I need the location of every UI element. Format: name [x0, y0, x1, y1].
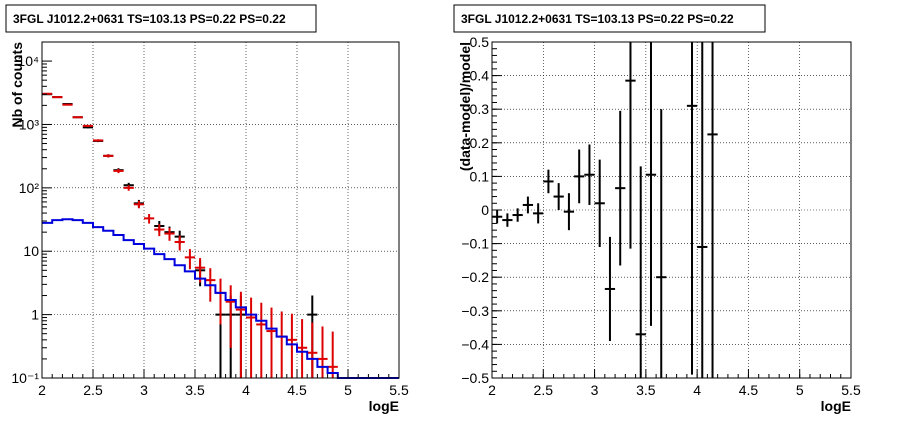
data-point [276, 311, 287, 378]
data-point [522, 196, 534, 214]
counts-title-box [5, 4, 317, 33]
y-tick-label: 0.1 [470, 168, 490, 184]
data-point [174, 235, 185, 251]
y-tick-label: 10² [19, 180, 40, 196]
data-point [707, 42, 718, 378]
data-point [72, 116, 83, 119]
data-point [512, 208, 523, 222]
residual-title-box [453, 4, 766, 33]
data-point [327, 331, 338, 378]
data-point [297, 319, 308, 378]
x-tick-label: 5 [344, 382, 352, 398]
data-point [625, 42, 636, 249]
x-tick-label: 4 [693, 382, 701, 398]
x-tick-label: 4.5 [287, 382, 307, 398]
data-point [635, 166, 646, 378]
y-tick-label: 0.4 [470, 68, 490, 84]
x-tick-label: 2.5 [83, 382, 103, 398]
y-tick-label: 10 [23, 243, 39, 259]
counts-panel: 3FGL J1012.2+0631 TS=103.13 PS=0.22 PS=0… [5, 4, 409, 414]
data-point [82, 124, 93, 127]
y-tick-label: 10⁻¹ [11, 370, 39, 386]
y-tick-label: −0.5 [461, 370, 489, 386]
y-tick-label: 0.2 [470, 135, 490, 151]
data-point [164, 227, 175, 241]
data-point [656, 109, 667, 378]
model-step-line [42, 218, 399, 379]
residual-ticks: 2 2.5 3 3.5 4 4.5 5 5.5 −0.5 −0.4 −0.3 −0.2 −0.1 0 0.1… [461, 34, 861, 398]
residual-grid [492, 42, 851, 378]
residual-panel: 3FGL J1012.2+0631 TS=103.13 PS=0.22 PS=0… [453, 4, 861, 414]
data-point [266, 307, 277, 378]
data-point [246, 297, 257, 378]
x-tick-label: 5.5 [841, 382, 861, 398]
data-point [502, 213, 513, 227]
data-point [184, 249, 195, 270]
x-tick-label: 3.5 [185, 382, 205, 398]
y-tick-label: −0.1 [461, 236, 489, 252]
counts-xlabel: logE [369, 398, 399, 414]
residual-title: 3FGL J1012.2+0631 TS=103.13 PS=0.22 PS=0… [461, 12, 734, 26]
data-point [574, 149, 585, 204]
counts-title: 3FGL J1012.2+0631 TS=103.13 PS=0.22 PS=0… [13, 12, 286, 26]
y-tick-label: −0.3 [461, 303, 489, 319]
data-point [215, 278, 226, 325]
data-point [256, 302, 267, 378]
x-tick-label: 3 [591, 382, 599, 398]
data-point [604, 236, 616, 342]
counts-ylabel: Nb of counts [9, 42, 25, 128]
data-point [307, 322, 318, 378]
x-tick-label: 3.5 [636, 382, 656, 398]
data-point [103, 154, 114, 158]
data-point [645, 42, 657, 326]
data-point [563, 193, 575, 231]
data-point [584, 144, 595, 205]
residual-xlabel: logE [821, 398, 851, 414]
data-point [93, 139, 104, 142]
data-point [154, 224, 165, 237]
y-tick-label: 10⁴ [17, 53, 39, 69]
counts-grid [42, 42, 399, 378]
x-tick-label: 2 [488, 382, 496, 398]
data-point [225, 285, 236, 348]
y-tick-label: −0.2 [461, 269, 489, 285]
x-tick-label: 3 [140, 382, 148, 398]
residual-frame [491, 41, 852, 379]
x-tick-label: 5.5 [389, 382, 409, 398]
data-point [235, 291, 246, 378]
x-tick-label: 4.5 [739, 382, 759, 398]
x-tick-label: 2.5 [534, 382, 554, 398]
x-tick-label: 5 [796, 382, 804, 398]
y-tick-label: 10³ [19, 116, 40, 132]
counts-frame [41, 41, 400, 379]
y-tick-label: 1 [31, 307, 39, 323]
y-tick-label: 0.3 [470, 101, 490, 117]
data-point [594, 159, 605, 247]
data-point [123, 185, 134, 191]
data-point [133, 200, 144, 209]
residual-marks [492, 42, 718, 378]
data-point [697, 42, 708, 378]
x-tick-label: 2 [38, 382, 46, 398]
data-point [533, 203, 544, 224]
data-point [113, 168, 124, 174]
x-tick-label: 4 [242, 382, 250, 398]
data-point [52, 96, 63, 99]
residual-ylabel: (data-model)/model [457, 42, 473, 171]
data-point [543, 169, 554, 194]
data-point [317, 326, 328, 378]
y-tick-label: −0.4 [461, 336, 489, 352]
data-point [286, 313, 297, 378]
data-point [62, 103, 73, 106]
data-point [615, 110, 626, 266]
counts-marks [42, 92, 399, 379]
y-tick-label: 0.5 [470, 34, 490, 50]
counts-ticks: 2 2.5 3 3.5 4 4.5 5 5.5 10⁻¹ 1 10 10² 10³ 10⁴ [11, 41, 409, 398]
data-point [686, 42, 698, 375]
data-point [553, 183, 564, 210]
data-point [144, 213, 155, 224]
y-tick-label: 0 [481, 202, 489, 218]
